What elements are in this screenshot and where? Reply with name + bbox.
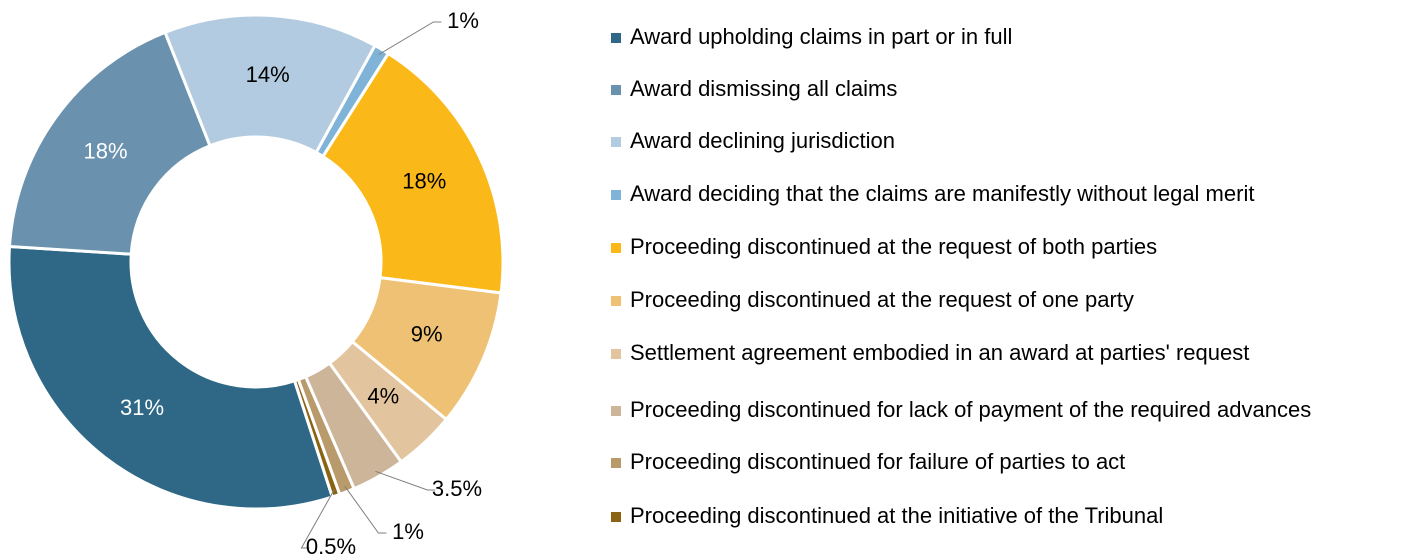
data-label: 3.5%	[432, 476, 482, 501]
legend-label: Proceeding discontinued at the request o…	[630, 234, 1158, 259]
legend-swatch	[611, 296, 621, 306]
legend-label: Proceeding discontinued at the request o…	[630, 287, 1134, 312]
leader-line	[300, 489, 335, 549]
donut-slice	[320, 51, 505, 295]
data-label: 18%	[83, 138, 127, 163]
legend-label: Award dismissing all claims	[630, 76, 898, 101]
legend-label: Proceeding discontinued at the initiativ…	[630, 503, 1164, 528]
legend-label: Award declining jurisdiction	[630, 128, 895, 153]
legend-label: Award deciding that the claims are manif…	[630, 181, 1255, 206]
legend-swatch	[611, 512, 621, 522]
leader-line	[378, 21, 442, 55]
legend-label: Award upholding claims in part or in ful…	[630, 24, 1013, 49]
donut-slice	[292, 377, 342, 499]
legend-swatch	[611, 85, 621, 95]
legend-swatch	[611, 243, 621, 253]
leader-line	[375, 470, 436, 491]
legend-swatch	[611, 458, 621, 468]
data-label: 31%	[120, 395, 164, 420]
data-label: 14%	[246, 62, 290, 87]
legend-label: Settlement agreement embodied in an awar…	[630, 340, 1250, 365]
data-label: 0.5%	[306, 534, 356, 557]
legend-swatch	[611, 406, 621, 416]
leader-line	[344, 485, 387, 534]
data-label: 18%	[402, 169, 446, 194]
donut-slice	[163, 13, 378, 155]
data-label: 9%	[411, 322, 443, 347]
donut-slice	[7, 244, 335, 511]
donut-slice	[7, 30, 212, 256]
legend-swatch	[611, 33, 621, 43]
legend-label: Proceeding discontinued for lack of paym…	[630, 397, 1312, 422]
legend-swatch	[611, 137, 621, 147]
data-label: 4%	[367, 383, 399, 408]
legend-swatch	[611, 190, 621, 200]
data-label: 1%	[392, 519, 424, 544]
legend-swatch	[611, 349, 621, 359]
data-label: 1%	[447, 8, 479, 33]
legend-label: Proceeding discontinued for failure of p…	[630, 449, 1126, 474]
